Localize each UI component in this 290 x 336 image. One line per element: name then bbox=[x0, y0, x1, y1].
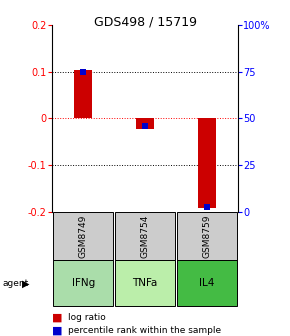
Text: GDS498 / 15719: GDS498 / 15719 bbox=[93, 15, 197, 28]
Point bbox=[81, 69, 86, 75]
Bar bbox=[115, 212, 175, 260]
Text: log ratio: log ratio bbox=[68, 313, 106, 322]
Text: TNFa: TNFa bbox=[132, 278, 158, 288]
Text: IL4: IL4 bbox=[199, 278, 215, 288]
Text: ■: ■ bbox=[52, 312, 63, 323]
Bar bbox=[115, 260, 175, 306]
Bar bbox=[74, 71, 93, 119]
Bar bbox=[177, 212, 237, 260]
Point bbox=[204, 204, 209, 210]
Text: ■: ■ bbox=[52, 325, 63, 335]
Bar bbox=[177, 260, 237, 306]
Text: GSM8759: GSM8759 bbox=[202, 214, 211, 258]
Text: percentile rank within the sample: percentile rank within the sample bbox=[68, 326, 221, 335]
Bar bbox=[197, 119, 216, 208]
Text: agent: agent bbox=[3, 280, 29, 288]
Text: GSM8749: GSM8749 bbox=[79, 214, 88, 258]
Bar bbox=[53, 212, 113, 260]
Text: ▶: ▶ bbox=[22, 279, 29, 289]
Text: IFNg: IFNg bbox=[72, 278, 95, 288]
Point bbox=[143, 123, 147, 129]
Text: GSM8754: GSM8754 bbox=[140, 214, 150, 258]
Bar bbox=[53, 260, 113, 306]
Bar bbox=[136, 119, 154, 129]
